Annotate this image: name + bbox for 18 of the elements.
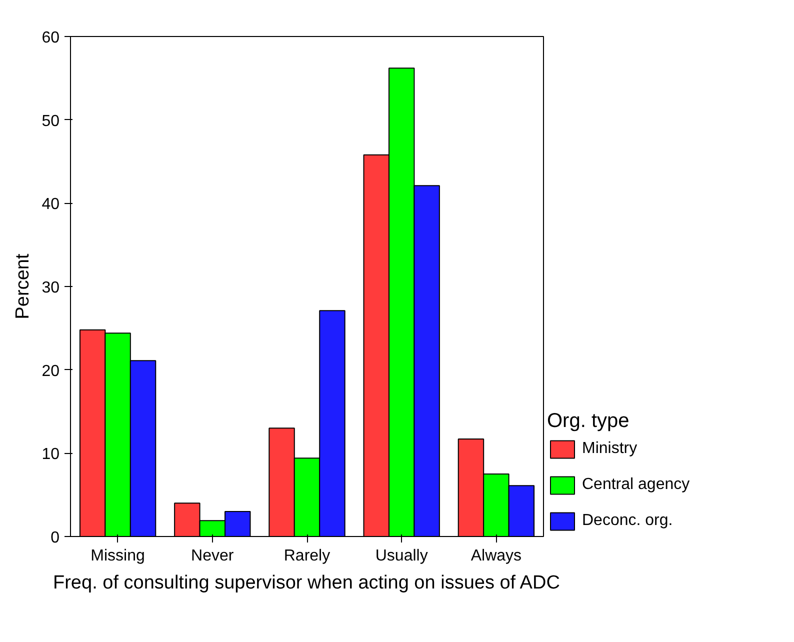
y-tick-label: 30: [42, 280, 60, 296]
y-tick-label: 40: [42, 196, 60, 214]
x-axis-title: Freq. of consulting supervisor when acting on issues of ADC: [53, 572, 560, 594]
y-tick-label: 50: [42, 112, 60, 130]
x-tick-label: Usually: [375, 548, 428, 564]
x-tick-label: Never: [191, 548, 234, 564]
legend-label: Ministry: [582, 440, 638, 458]
x-tick-label: Rarely: [284, 548, 330, 564]
x-tick-label: Missing: [90, 548, 145, 564]
y-tick-label: 60: [42, 30, 60, 46]
y-tick-label: 0: [50, 530, 60, 546]
y-tick-label: 10: [42, 446, 60, 464]
legend-title: Org. type: [547, 410, 630, 433]
x-tick-label: Always: [470, 548, 522, 564]
legend-label: Central agency: [582, 476, 690, 494]
y-tick-label: 20: [42, 362, 60, 380]
legend-label: Deconc. org.: [582, 512, 673, 530]
y-axis-title: Percent: [12, 253, 34, 320]
